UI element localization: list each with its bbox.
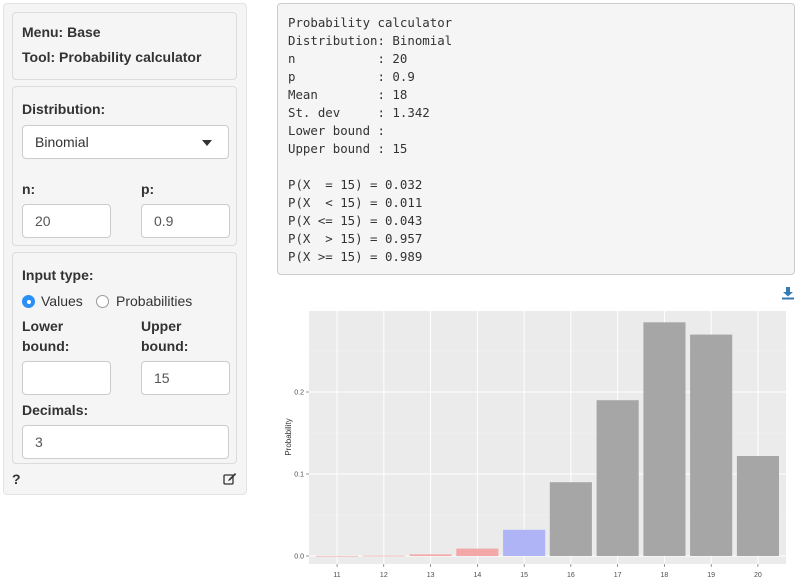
output-line: p : 0.9 bbox=[288, 69, 415, 84]
chevron-down-icon bbox=[202, 140, 212, 146]
y-tick-label: 0.1 bbox=[294, 472, 304, 479]
x-tick-label: 15 bbox=[520, 572, 528, 579]
output-line: P(X = 15) = 0.032 bbox=[288, 177, 423, 192]
menu-well: Menu: Base Tool: Probability calculator bbox=[12, 12, 237, 80]
probability-output: Probability calculator Distribution: Bino… bbox=[277, 3, 795, 275]
y-tick-label: 0.2 bbox=[294, 390, 304, 397]
radio-values[interactable] bbox=[22, 295, 35, 308]
decimals-label: Decimals: bbox=[22, 402, 89, 418]
help-icon[interactable]: ? bbox=[12, 471, 21, 487]
radio-probabilities-label[interactable]: Probabilities bbox=[116, 293, 193, 309]
plot-background bbox=[309, 311, 786, 564]
x-tick-label: 18 bbox=[661, 572, 669, 579]
y-axis-label: Probability bbox=[284, 418, 293, 455]
output-line: Mean : 18 bbox=[288, 87, 408, 102]
tool-label: Tool: Probability calculator bbox=[22, 49, 202, 65]
bar-17 bbox=[596, 400, 639, 556]
radio-values-label[interactable]: Values bbox=[41, 293, 83, 309]
n-input[interactable]: 20 bbox=[22, 204, 111, 238]
p-input[interactable]: 0.9 bbox=[141, 204, 230, 238]
n-label: n: bbox=[22, 181, 36, 197]
bar-15 bbox=[503, 529, 546, 556]
upper-bound-label-line2: bound: bbox=[141, 338, 189, 354]
distribution-select[interactable]: Binomial bbox=[22, 125, 229, 159]
lower-bound-input[interactable] bbox=[22, 361, 111, 395]
output-line: Lower bound : bbox=[288, 123, 385, 138]
input-type-label: Input type: bbox=[22, 267, 94, 283]
x-tick-label: 14 bbox=[473, 572, 481, 579]
output-line: P(X <= 15) = 0.043 bbox=[288, 213, 423, 228]
download-icon[interactable] bbox=[781, 286, 795, 300]
upper-bound-input[interactable]: 15 bbox=[141, 361, 230, 395]
output-line: P(X >= 15) = 0.989 bbox=[288, 249, 423, 264]
lower-bound-label-line2: bound: bbox=[22, 338, 70, 354]
x-tick-label: 11 bbox=[333, 572, 340, 579]
bar-14 bbox=[456, 548, 499, 556]
decimals-input[interactable]: 3 bbox=[22, 425, 229, 459]
bar-20 bbox=[736, 456, 779, 556]
x-tick-label: 16 bbox=[567, 572, 575, 579]
output-line: n : 20 bbox=[288, 51, 408, 66]
bar-11 bbox=[316, 555, 359, 557]
bar-19 bbox=[690, 334, 733, 556]
lower-bound-label-line1: Lower bbox=[22, 318, 64, 334]
input-well: Input type: Values Probabilities Lower b… bbox=[12, 252, 237, 464]
edit-icon[interactable] bbox=[223, 472, 237, 486]
x-tick-label: 13 bbox=[427, 572, 435, 579]
p-label: p: bbox=[141, 181, 155, 197]
distribution-select-value: Binomial bbox=[35, 134, 89, 150]
x-tick-label: 17 bbox=[614, 572, 622, 579]
output-line: P(X < 15) = 0.011 bbox=[288, 195, 423, 210]
bar-18 bbox=[643, 322, 686, 556]
output-line: St. dev : 1.342 bbox=[288, 105, 430, 120]
upper-bound-label-line1: Upper bbox=[141, 318, 182, 334]
bar-12 bbox=[362, 555, 405, 557]
bar-13 bbox=[409, 554, 452, 556]
distribution-well: Distribution: Binomial n: p: 20 0.9 bbox=[12, 86, 237, 246]
x-tick-label: 20 bbox=[754, 572, 762, 579]
x-tick-label: 12 bbox=[380, 572, 388, 579]
x-tick-label: 19 bbox=[707, 572, 715, 579]
menu-label: Menu: Base bbox=[22, 24, 101, 40]
output-line: Upper bound : 15 bbox=[288, 141, 408, 156]
output-line: Probability calculator bbox=[288, 15, 453, 30]
output-line: P(X > 15) = 0.957 bbox=[288, 231, 423, 246]
output-line bbox=[288, 158, 784, 176]
bar-16 bbox=[549, 482, 592, 556]
output-line: Distribution: Binomial bbox=[288, 33, 453, 48]
y-tick-label: 0.0 bbox=[294, 554, 304, 561]
distribution-label: Distribution: bbox=[22, 101, 106, 117]
radio-probabilities[interactable] bbox=[96, 295, 109, 308]
